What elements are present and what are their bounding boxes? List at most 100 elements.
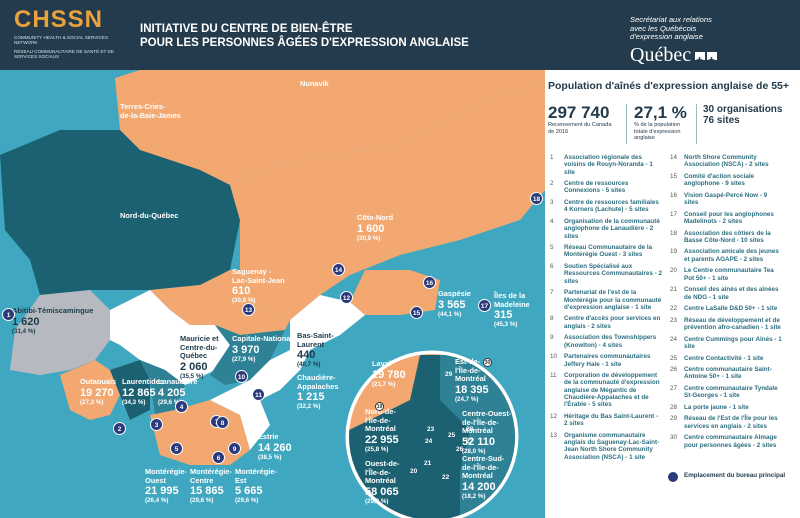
fleur-de-lis-flag-icon (695, 50, 718, 72)
legend-item: 19 Association amicale des jeunes et pare… (670, 248, 782, 263)
legend-item-number: 23 (670, 316, 678, 324)
legend-item: 22 Centre LaSalle D&D 50+ - 1 site (670, 305, 782, 312)
site-marker-12[interactable]: 12 (340, 291, 353, 304)
legend-column-left: 1 Association régionale des voisins de Ro… (550, 154, 662, 465)
site-marker-5[interactable]: 5 (170, 442, 183, 455)
chssn-logo: CHSSN COMMUNITY HEALTH & SOCIAL SERVICES… (14, 8, 124, 60)
legend-item-text: Association régionale des voisins de Rou… (564, 154, 653, 176)
label-abitibi: Abitibi-Témiscamingue 1 620 (31,4 %) (12, 306, 94, 335)
legend-item: 4 Organisation de la communauté anglophon… (550, 218, 662, 240)
legend-item: 3 Centre de ressources familiales 4 Korne… (550, 199, 662, 214)
legend-item-number: 26 (670, 366, 678, 374)
stats-heading: Population d'aînés d'expression anglaise… (548, 80, 790, 92)
legend-item: 13 Organisme communautaire anglais du Sag… (550, 432, 662, 461)
legend-item: 9 Association des Townshippers (Knowlton)… (550, 334, 662, 349)
label-chaudiere-appalaches: Chaudière- Appalaches 1 215 (32,2 %) (297, 373, 339, 410)
label-ouest-montreal: Ouest-de-l'Île-de- Montréal 58 065 (29,8 %) (365, 459, 400, 505)
legend-item-number: 14 (670, 154, 678, 161)
legend-item-text: Centre communautaire Tyndale St-Georges … (684, 384, 778, 400)
legend-item-text: North Shore Community Association (NSCA)… (684, 154, 769, 169)
label-est-montreal: Est-de-l'Île-de- Montréal 18 395 (24,7 %) (455, 357, 489, 403)
percent-value: 27,1 % (634, 103, 687, 122)
site-marker-9[interactable]: 9 (228, 442, 241, 455)
site-marker-28[interactable]: 28 (466, 426, 474, 433)
label-monteregie-centre: Montérégie- Centre 15 865 (29,6 %) (190, 467, 232, 504)
region-lanaudiere (140, 360, 185, 415)
site-marker-19[interactable]: 19 (375, 402, 384, 411)
header-bar: CHSSN COMMUNITY HEALTH & SOCIAL SERVICES… (0, 0, 800, 72)
legend-item: 1 Association régionale des voisins de Ro… (550, 154, 662, 176)
page-title-line2: POUR LES PERSONNES ÂGÉES D'EXPRESSION AN… (140, 37, 469, 49)
legend-item-number: 20 (670, 267, 678, 275)
map-shapes (0, 70, 545, 518)
site-marker-27[interactable]: 27 (466, 438, 474, 445)
region-outaouais (60, 360, 120, 420)
legend-item-text: Partenariat de l'est de la Montérégie po… (564, 289, 662, 311)
site-marker-24[interactable]: 24 (425, 438, 433, 445)
legend-item-text: Réseau de développement et de prévention… (684, 316, 781, 332)
region-bas-saint-laurent (290, 295, 365, 350)
legend-item: 27 Centre communautaire Tyndale St-George… (670, 385, 782, 400)
legend-key: Emplacement du bureau principal (668, 472, 788, 482)
legend-item: 6 Soutien Spécialisé aux Ressources Commu… (550, 263, 662, 285)
site-marker-11[interactable]: 11 (252, 388, 265, 401)
legend-item: 2 Centre de ressources Connexions - 5 sit… (550, 180, 662, 195)
legend-item: 12 Héritage du Bas Saint-Laurent - 2 site… (550, 413, 662, 428)
legend-item: 18 Association des côtiers de la Basse Cô… (670, 230, 782, 245)
site-marker-20[interactable]: 20 (410, 468, 418, 475)
stat-divider (696, 104, 697, 144)
site-marker-22[interactable]: 22 (442, 474, 450, 481)
site-marker-6[interactable]: 6 (212, 451, 225, 464)
label-cote-nord: Côte-Nord 1 600 (30,9 %) (357, 213, 394, 242)
site-marker-10[interactable]: 10 (235, 370, 248, 383)
site-marker-13[interactable]: 13 (242, 303, 255, 316)
legend-key-label: Emplacement du bureau principal (684, 472, 786, 479)
site-marker-25[interactable]: 25 (448, 432, 456, 439)
label-centre-ouest-montreal: Centre-Ouest-de-l'Île-de- Montréal 52 110(… (462, 409, 512, 455)
label-outaouais: Outaouais 19 270 (27,3 %) (80, 377, 117, 406)
label-laurentides: Laurentides 12 865 (34,3 %) (122, 377, 164, 406)
legend-item-number: 7 (550, 289, 554, 297)
legend-item-text: Vision Gaspé-Percé Now - 9 sites (684, 191, 768, 207)
orgs-value: 30 organisations (703, 104, 783, 115)
page-title: INITIATIVE DU CENTRE DE BIEN-ÊTRE POUR L… (140, 22, 469, 50)
site-marker-21[interactable]: 21 (424, 460, 432, 467)
site-marker-18[interactable]: 18 (530, 192, 543, 205)
site-marker-29[interactable]: 29 (445, 371, 453, 378)
legend-item: 15 Comité d'action sociale anglophone - 9… (670, 173, 782, 188)
site-marker-17[interactable]: 17 (478, 299, 491, 312)
page-title-line1: INITIATIVE DU CENTRE DE BIEN-ÊTRE (140, 23, 353, 35)
site-marker-23[interactable]: 23 (427, 426, 435, 433)
site-marker-2[interactable]: 2 (113, 422, 126, 435)
legend-item-text: Héritage du Bas Saint-Laurent - 2 sites (564, 412, 659, 428)
legend-item-number: 4 (550, 217, 554, 225)
site-marker-14[interactable]: 14 (332, 263, 345, 276)
legend-item-text: Comité d'action sociale anglophone - 9 s… (684, 172, 755, 188)
legend-item-text: Conseil pour les anglophones Madelinots … (684, 210, 774, 225)
site-marker-30[interactable]: 30 (483, 358, 492, 367)
legend-item-number: 13 (550, 431, 558, 439)
label-lanaudiere: Lanaudière 4 205 (29,6 %) (158, 377, 198, 406)
legend-item-number: 21 (670, 286, 678, 294)
quebec-map: Nunavik Terres-Cries-de-la-Baie-James No… (0, 70, 545, 518)
site-marker-1[interactable]: 1 (2, 308, 15, 321)
legend-item-text: Le Centre communautaire Tea Pot 50+ - 1 … (684, 267, 774, 282)
site-marker-15[interactable]: 15 (410, 306, 423, 319)
site-marker-26[interactable]: 26 (456, 446, 464, 453)
site-marker-4[interactable]: 4 (175, 400, 188, 413)
site-marker-8[interactable]: 8 (216, 416, 229, 429)
chssn-logo-mark: CHSSN (14, 6, 104, 33)
region-mauricie (110, 290, 230, 385)
legend-item-number: 12 (550, 412, 558, 420)
region-cote-nord (230, 80, 545, 320)
legend-item-text: Centre Cummings pour Aînés - 1 site (684, 335, 782, 350)
site-marker-3[interactable]: 3 (150, 418, 163, 431)
legend-item-text: Centre d'accès pour services en anglais … (564, 315, 661, 330)
legend-item: 25 Centre Contactivité - 1 site (670, 355, 782, 362)
site-marker-16[interactable]: 16 (423, 276, 436, 289)
legend-item: 26 Centre communautaire Saint-Antoine 50+… (670, 366, 782, 381)
region-laurentides (110, 360, 150, 420)
legend-item-number: 10 (550, 353, 558, 361)
quebec-wordmark: Québec (630, 43, 692, 66)
legend-item: 11 Corporation de développement de la com… (550, 372, 662, 408)
